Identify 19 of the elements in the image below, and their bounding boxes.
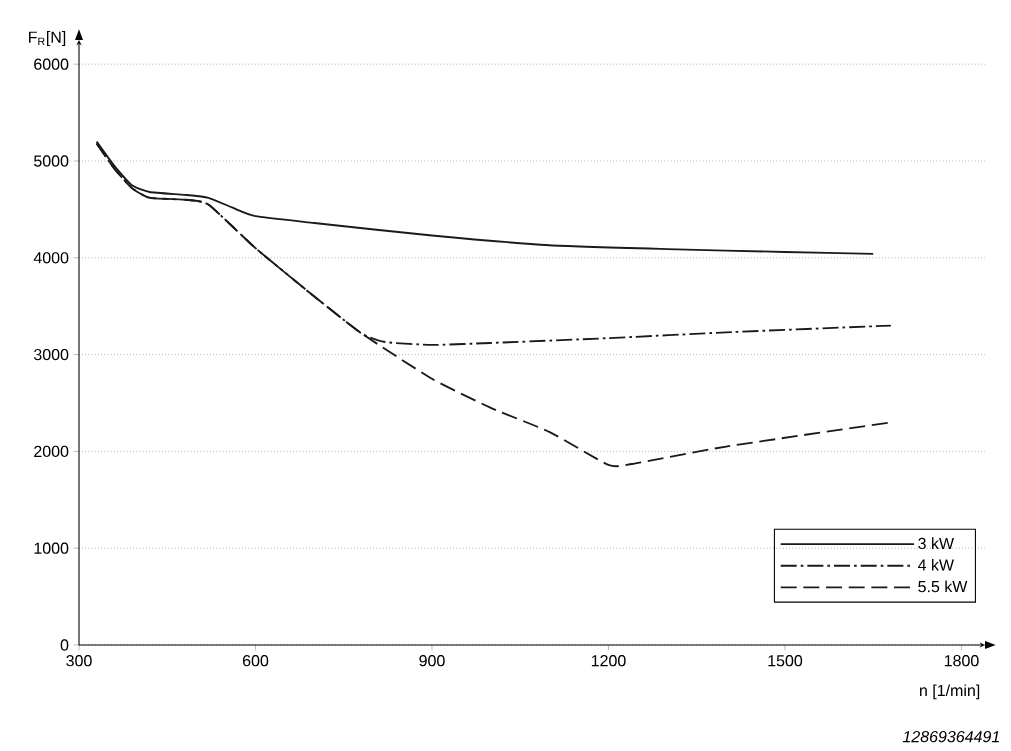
x-tick-label: 1500 [768, 655, 803, 667]
x-tick-label: 900 [419, 655, 445, 667]
y-tick-label: 6000 [34, 58, 69, 70]
y-tick-label: 3000 [33, 348, 69, 361]
x-tick-label: 1200 [591, 655, 626, 667]
text: 3 kW [918, 537, 954, 550]
x-tick-label: 1800 [944, 655, 979, 667]
y-tick-label: 4000 [33, 252, 69, 264]
y-tick-label: 0 [60, 639, 69, 651]
x-axis-title: n [1/min] [920, 684, 980, 700]
x-tick-label: 300 [66, 655, 92, 667]
y-axis-title: F$_{R}$[N] [29, 31, 66, 46]
text: 4 kW [918, 558, 954, 571]
y-tick-label: 2000 [34, 445, 69, 458]
text: 5.5 kW [918, 580, 968, 593]
text: 12869364491 [902, 730, 999, 743]
y-tick-label: 1000 [34, 542, 69, 554]
y-tick-label: 5000 [34, 155, 69, 167]
x-tick-label: 600 [242, 655, 269, 667]
